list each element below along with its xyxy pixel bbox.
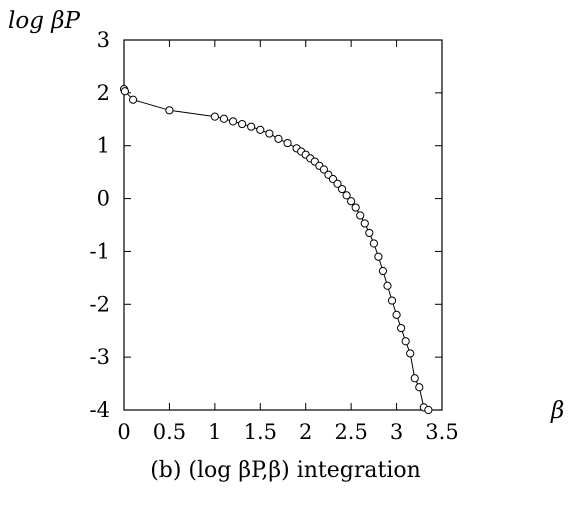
figure-caption: (b) (log βP,β) integration [150,458,421,483]
y-tick-label: -3 [90,345,110,369]
y-axis-title: log βP [8,8,81,34]
data-point [274,134,283,143]
axis-tick-labels: 0 0.5 1 1.5 2 2.5 3 3.5 3 2 1 0 -1 -2 -3 -4 [90,28,459,444]
y-tick-label: -4 [90,398,110,422]
x-tick-label: 3.5 [425,420,458,444]
x-axis-title: β [550,398,564,424]
x-tick-label: 3 [390,420,403,444]
data-point [333,179,342,188]
data-point [360,219,369,228]
data-point [383,281,392,290]
axis-ticks [123,39,443,411]
data-point [128,95,138,104]
data-point [228,117,238,126]
data-point [374,252,383,261]
x-tick-label: 2 [299,420,312,444]
data-point [238,119,247,129]
data-point [378,266,388,276]
data-point [319,165,328,174]
x-tick-label: 1.5 [244,420,277,444]
data-point [256,125,265,134]
data-point [397,323,406,333]
y-tick-label: 0 [97,187,110,211]
data-point [401,337,410,346]
data-points [119,85,433,415]
data-point [365,228,374,238]
y-tick-label: 3 [97,28,110,52]
data-point [415,383,424,392]
data-point [392,310,401,319]
data-point [410,374,419,383]
data-point [347,197,356,206]
data-point [265,129,274,138]
data-point [283,138,292,148]
data-point [342,191,351,200]
data-point [165,106,174,115]
y-tick-label: 1 [97,134,110,158]
x-tick-label: 1 [208,420,221,444]
x-tick-label: 0.5 [153,420,186,444]
x-tick-label: 2.5 [334,420,367,444]
y-tick-label: -2 [90,292,110,316]
data-point [219,114,229,123]
data-point [369,239,378,248]
data-point [120,87,130,96]
data-point [210,112,219,121]
plot-frame [123,39,443,411]
y-tick-label: 2 [97,81,110,105]
data-point [424,405,433,415]
data-point [356,211,365,220]
x-tick-label: 0 [117,420,130,444]
data-point [351,203,360,212]
data-point [387,296,397,305]
data-point [406,349,415,358]
y-tick-label: -1 [90,239,110,263]
data-point [337,184,347,194]
data-point [247,122,256,131]
